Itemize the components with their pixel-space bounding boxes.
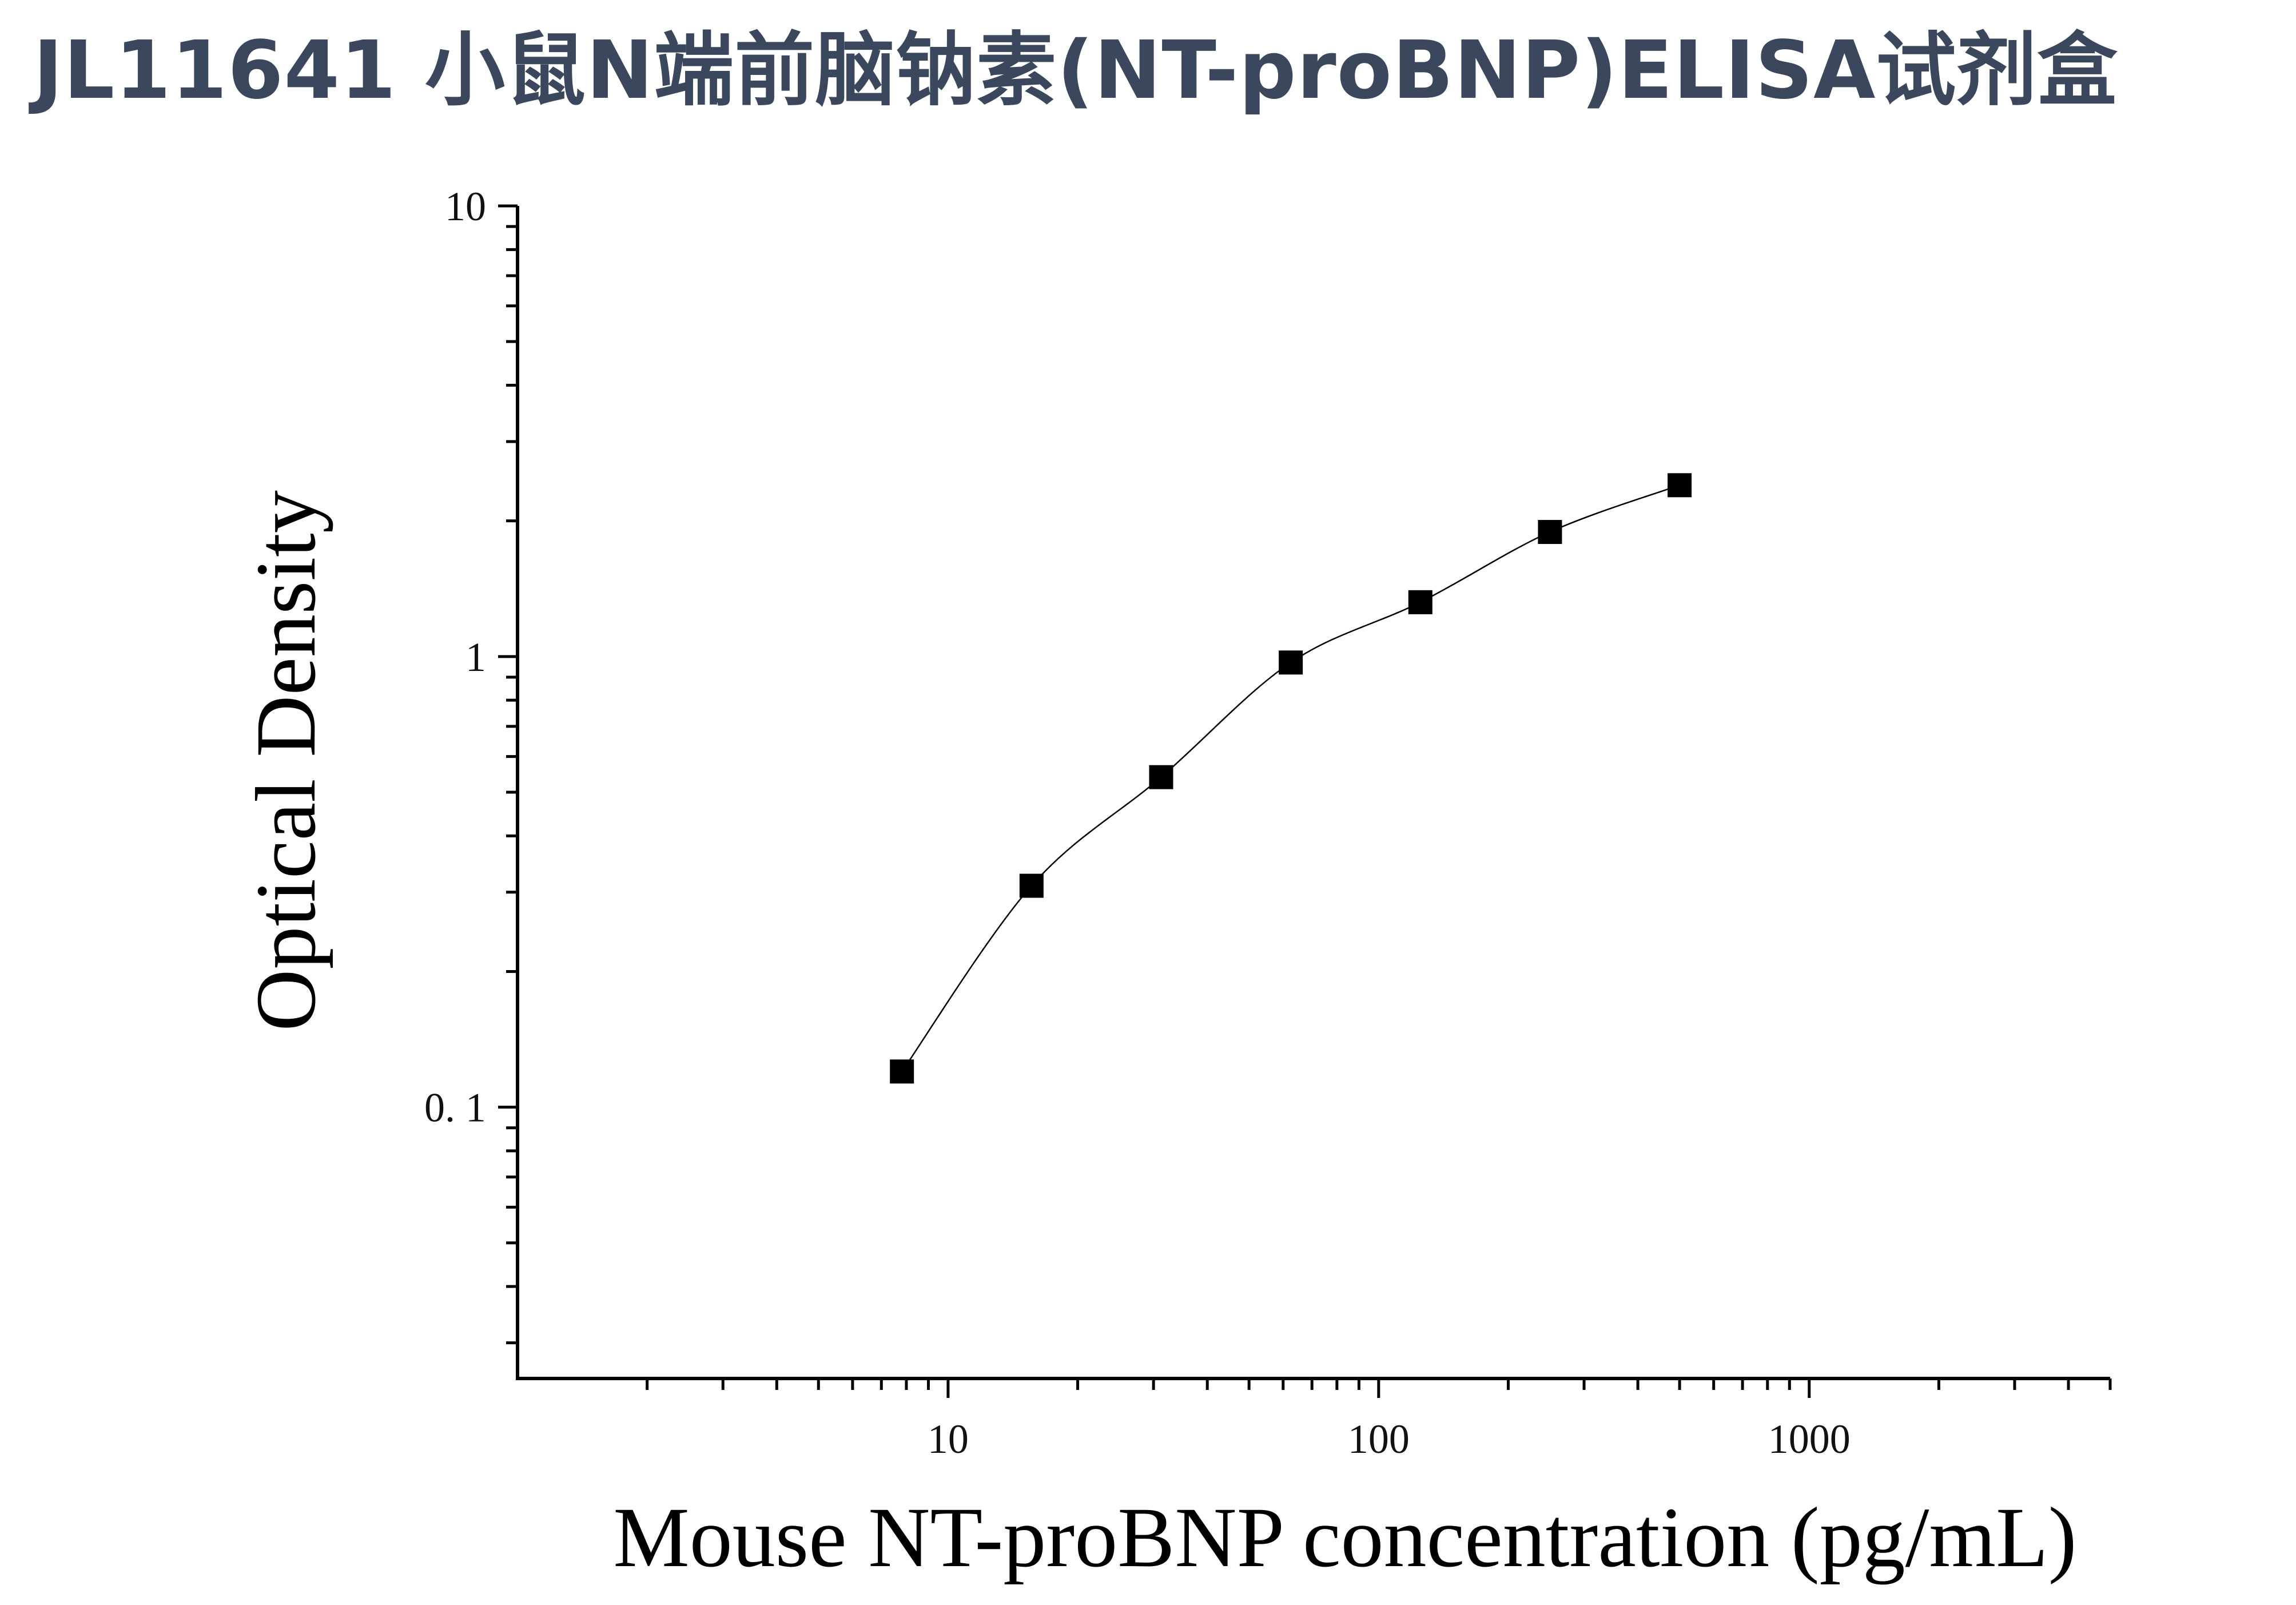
fit-curve <box>901 484 1680 1072</box>
data-point <box>890 1059 914 1084</box>
data-point <box>1149 765 1173 789</box>
minor-ticks <box>506 225 2112 1390</box>
x-tick-label: 10 <box>928 1416 969 1462</box>
tick-labels: 10 100 1000 0. 1 1 10 <box>424 184 1851 1462</box>
data-point <box>1538 520 1562 545</box>
data-points <box>890 473 1692 1084</box>
axes <box>516 206 2110 1380</box>
y-tick-label: 0. 1 <box>424 1085 486 1131</box>
data-point <box>1408 590 1432 614</box>
major-ticks <box>498 204 1811 1398</box>
fit-curve-layer <box>901 484 1680 1072</box>
y-axis-title: Optical Density <box>238 490 333 1031</box>
data-point <box>1668 473 1692 498</box>
y-tick-label: 10 <box>445 184 486 229</box>
page-title: JL11641 小鼠N端前脑钠素(NT-proBNP)ELISA试剂盒 <box>33 24 2118 117</box>
data-point <box>1019 873 1044 898</box>
x-tick-label: 100 <box>1348 1416 1410 1462</box>
y-tick-label: 1 <box>465 634 486 680</box>
x-axis-title: Mouse NT-proBNP concentration (pg/mL) <box>613 1490 2076 1585</box>
x-tick-label: 1000 <box>1768 1416 1851 1462</box>
data-point <box>1279 650 1303 675</box>
